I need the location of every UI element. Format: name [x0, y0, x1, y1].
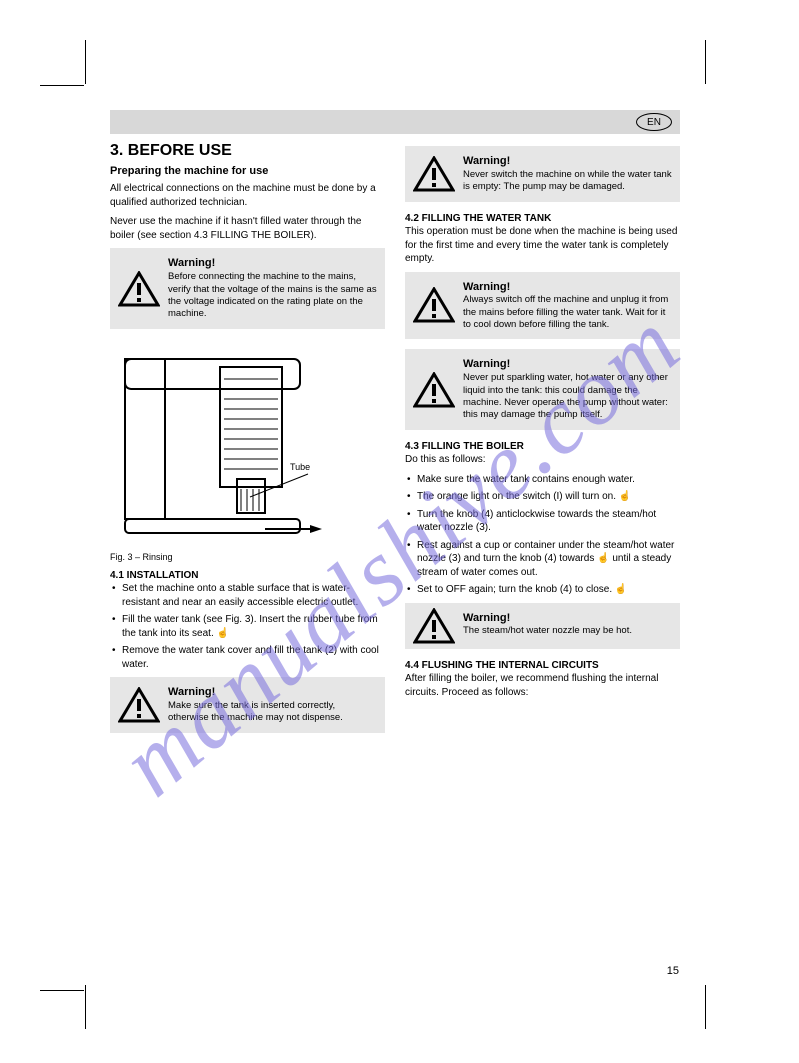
warning-icon [413, 608, 455, 644]
list-item: Set the machine onto a stable surface th… [110, 582, 385, 609]
paragraph: Never use the machine if it hasn't fille… [110, 215, 385, 242]
warning-icon [118, 687, 160, 723]
step-list: Make sure the water tank contains enough… [405, 473, 680, 597]
warning-box: Warning! Never put sparkling water, hot … [405, 349, 680, 429]
crop-mark [705, 985, 706, 1029]
list-item: Turn the knob (4) anticlockwise towards … [405, 508, 680, 535]
crop-mark [705, 40, 706, 84]
warning-title: Warning! [463, 357, 672, 372]
list-item: Set to OFF again; turn the knob (4) to c… [405, 583, 680, 597]
list-item: Make sure the water tank contains enough… [405, 473, 680, 487]
warning-title: Warning! [168, 256, 377, 271]
warning-box: Warning! The steam/hot water nozzle may … [405, 603, 680, 649]
crop-mark [40, 990, 84, 991]
warning-text: Always switch off the machine and unplug… [463, 294, 672, 331]
list-item: Rest against a cup or container under th… [405, 539, 680, 580]
warning-text: The steam/hot water nozzle may be hot. [463, 625, 672, 637]
list-item: Remove the water tank cover and fill the… [110, 644, 385, 671]
figure-label-tube: Tube [290, 461, 310, 473]
subsection-heading: 4.4 FLUSHING THE INTERNAL CIRCUITS [405, 659, 680, 673]
paragraph: All electrical connections on the machin… [110, 182, 385, 209]
header-bar: EN [110, 110, 680, 134]
left-column: 3. BEFORE USE Preparing the machine for … [110, 140, 385, 743]
warning-box: Warning! Make sure the tank is inserted … [110, 677, 385, 733]
warning-box: Warning! Never switch the machine on whi… [405, 146, 680, 202]
warning-text: Before connecting the machine to the mai… [168, 271, 377, 320]
section-subtitle: Preparing the machine for use [110, 164, 385, 179]
warning-title: Warning! [463, 154, 672, 169]
paragraph: Do this as follows: [405, 453, 680, 467]
step-list: Set the machine onto a stable surface th… [110, 582, 385, 671]
section-title: 3. BEFORE USE [110, 140, 385, 162]
warning-icon [413, 372, 455, 408]
warning-icon [413, 287, 455, 323]
subsection-heading: 4.2 FILLING THE WATER TANK [405, 212, 680, 226]
warning-box: Warning! Before connecting the machine t… [110, 248, 385, 328]
paragraph: This operation must be done when the mac… [405, 225, 680, 266]
warning-title: Warning! [463, 280, 672, 295]
right-column: Warning! Never switch the machine on whi… [405, 140, 680, 705]
crop-mark [40, 85, 84, 86]
language-badge: EN [636, 113, 672, 131]
crop-mark [85, 985, 86, 1029]
warning-text: Make sure the tank is inserted correctly… [168, 700, 377, 725]
subsection-heading: 4.3 FILLING THE BOILER [405, 440, 680, 454]
warning-title: Warning! [463, 611, 672, 626]
warning-icon [118, 271, 160, 307]
warning-text: Never put sparkling water, hot water or … [463, 372, 672, 421]
warning-title: Warning! [168, 685, 377, 700]
warning-box: Warning! Always switch off the machine a… [405, 272, 680, 340]
warning-text: Never switch the machine on while the wa… [463, 169, 672, 194]
list-item: Fill the water tank (see Fig. 3). Insert… [110, 613, 385, 640]
step-heading: 4.1 INSTALLATION [110, 569, 385, 583]
list-item: The orange light on the switch (I) will … [405, 490, 680, 504]
figure-caption: Fig. 3 – Rinsing [110, 551, 385, 563]
paragraph: After filling the boiler, we recommend f… [405, 672, 680, 699]
coffee-machine-figure: Tube [110, 339, 330, 549]
crop-mark [85, 40, 86, 84]
page-number: 15 [667, 965, 679, 977]
warning-icon [413, 156, 455, 192]
